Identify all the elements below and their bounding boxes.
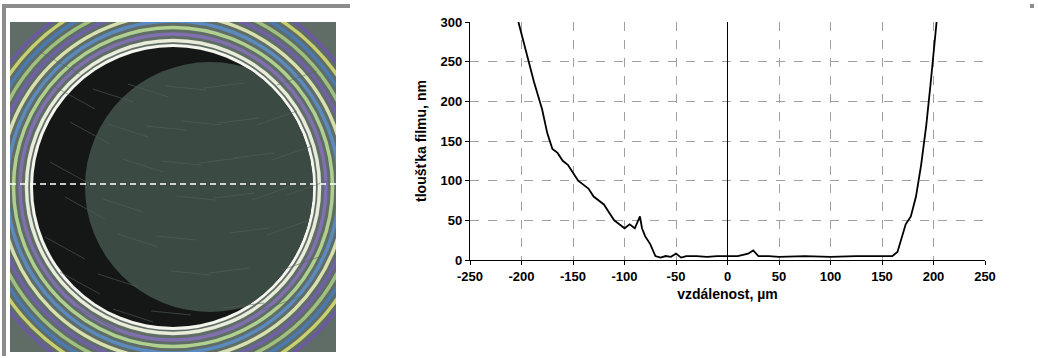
svg-text:250: 250 xyxy=(974,269,996,284)
svg-text:-100: -100 xyxy=(611,269,637,284)
svg-text:200: 200 xyxy=(923,269,945,284)
svg-text:-250: -250 xyxy=(457,269,483,284)
svg-text:200: 200 xyxy=(440,94,462,109)
svg-text:150: 150 xyxy=(871,269,893,284)
svg-text:50: 50 xyxy=(772,269,786,284)
svg-text:0: 0 xyxy=(455,253,462,268)
svg-text:100: 100 xyxy=(820,269,842,284)
svg-text:100: 100 xyxy=(440,173,462,188)
svg-text:300: 300 xyxy=(440,15,462,30)
svg-text:-200: -200 xyxy=(508,269,534,284)
svg-text:50: 50 xyxy=(448,213,462,228)
svg-text:150: 150 xyxy=(440,134,462,149)
svg-text:vzdálenost, µm: vzdálenost, µm xyxy=(677,286,778,302)
svg-text:-150: -150 xyxy=(560,269,586,284)
svg-text:tloušťka filmu, nm: tloušťka filmu, nm xyxy=(413,80,429,202)
svg-text:0: 0 xyxy=(724,269,731,284)
svg-text:-50: -50 xyxy=(667,269,686,284)
svg-text:250: 250 xyxy=(440,54,462,69)
